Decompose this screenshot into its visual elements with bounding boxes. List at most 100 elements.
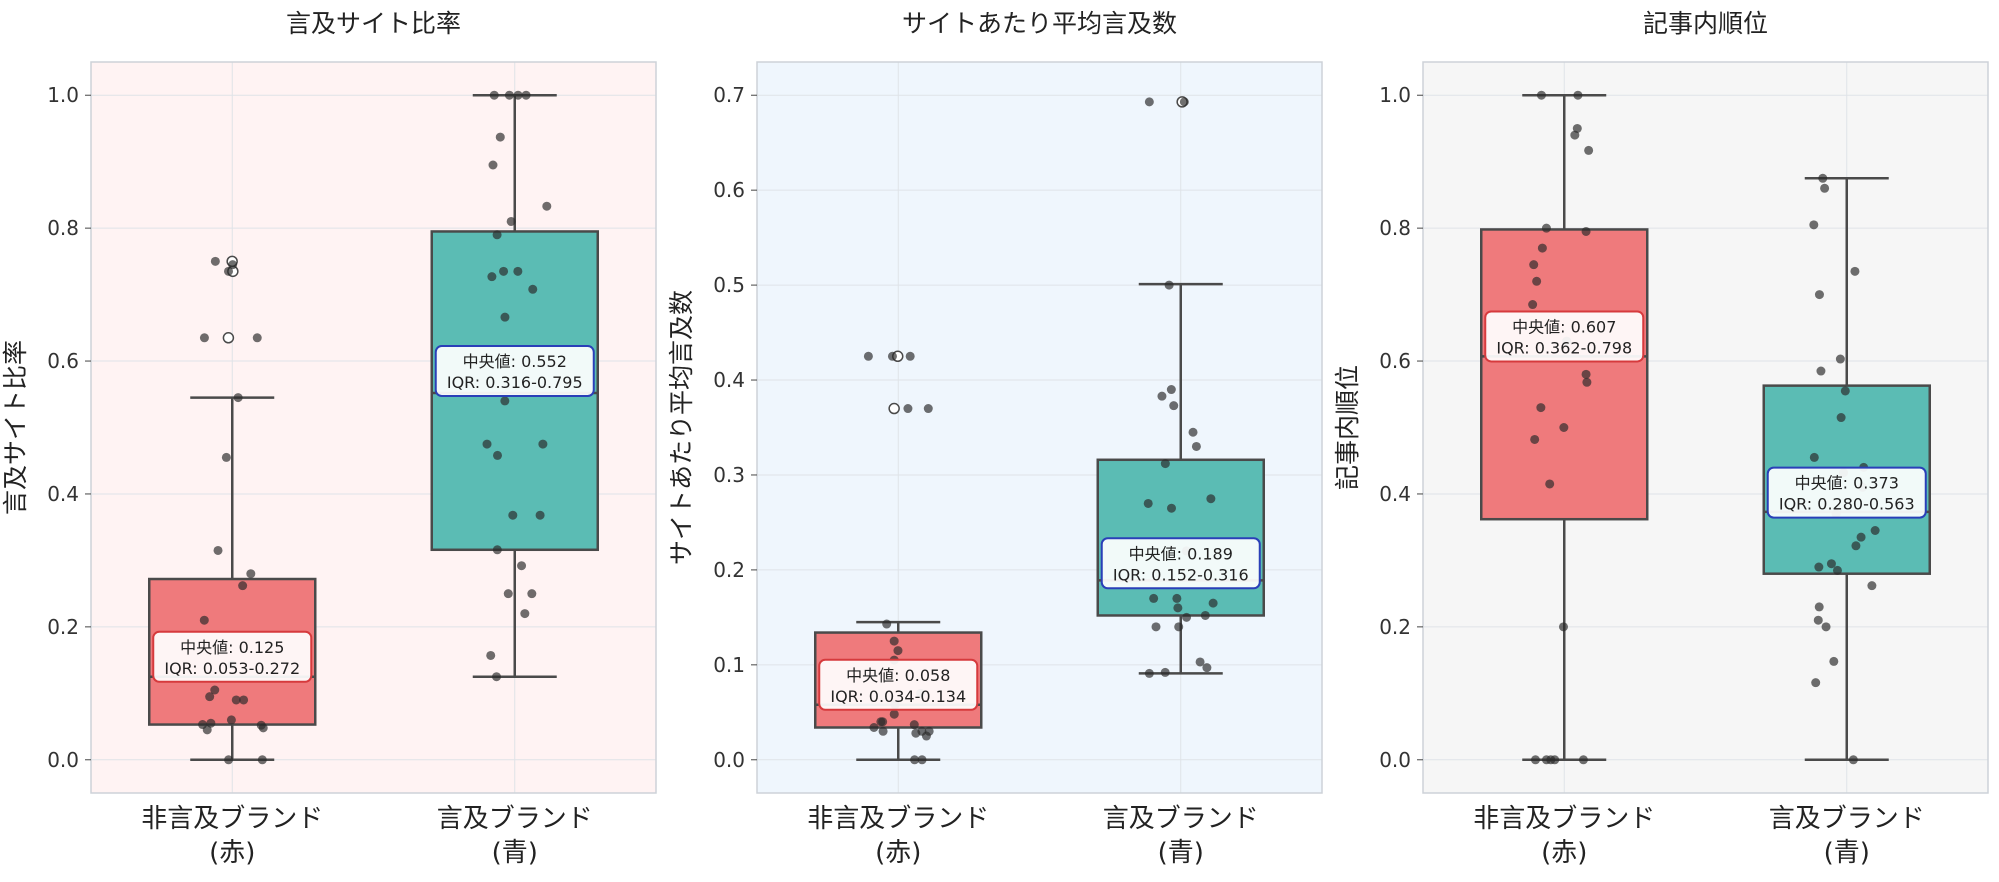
data-point: [538, 439, 548, 449]
data-point: [486, 650, 496, 660]
box-group: 中央値: 0.607 IQR: 0.362-0.798: [1480, 90, 1649, 765]
data-point: [1821, 622, 1831, 632]
data-point: [542, 201, 552, 211]
y-tick-label: 0.4: [713, 368, 745, 392]
data-point: [903, 404, 913, 414]
y-tick-label: 1.0: [1379, 83, 1411, 107]
y-tick-label: 0.0: [1379, 748, 1411, 772]
data-point: [1202, 663, 1212, 673]
data-point: [893, 646, 903, 656]
data-point: [1191, 441, 1201, 451]
y-tick-label: 0.2: [713, 558, 745, 582]
data-point: [921, 731, 931, 741]
data-point: [1848, 755, 1858, 765]
data-point: [1582, 377, 1592, 387]
data-point: [492, 672, 502, 682]
data-point: [521, 90, 531, 100]
data-point: [503, 589, 513, 599]
median-annotation-box: [1766, 466, 1927, 519]
data-point: [1581, 226, 1591, 236]
chart-panel-2: サイトあたり平均言及数 0.0 0.1 0.2 0.3 0.4 0.5 0.6 0.7 サイトあた…: [667, 9, 1323, 868]
data-point: [482, 439, 492, 449]
data-point: [238, 581, 248, 591]
data-point: [1584, 145, 1594, 155]
data-point: [917, 755, 927, 765]
data-point: [876, 717, 886, 727]
box-group: 中央値: 0.552 IQR: 0.316-0.795: [430, 90, 599, 682]
x-tick-label-sub: (赤): [1541, 838, 1587, 868]
data-point: [535, 510, 545, 520]
data-point: [1174, 622, 1184, 632]
data-point: [231, 695, 241, 705]
data-point: [1870, 526, 1880, 536]
data-point: [1149, 593, 1159, 603]
data-point: [500, 396, 510, 406]
y-tick-label: 0.4: [47, 482, 79, 506]
data-point: [887, 351, 897, 361]
data-point: [226, 715, 236, 725]
data-point: [1530, 434, 1540, 444]
data-point: [205, 692, 215, 702]
x-tick-label-sub: (赤): [209, 838, 255, 868]
chart-title: 記事内順位: [1643, 9, 1768, 38]
median-annotation-label: 中央値: 0.189: [1129, 544, 1233, 563]
data-point: [1200, 610, 1210, 620]
data-point: [1814, 290, 1824, 300]
data-point: [909, 720, 919, 730]
plot-frame: [1422, 61, 1989, 794]
data-point: [500, 312, 510, 322]
data-point: [258, 723, 268, 733]
data-point: [506, 216, 516, 226]
data-point: [1188, 427, 1198, 437]
chart-title: 言及サイト比率: [286, 9, 461, 38]
data-point: [1532, 276, 1542, 286]
data-point: [489, 90, 499, 100]
data-point: [882, 619, 892, 629]
data-point: [239, 695, 249, 705]
median-annotation-box: [434, 345, 595, 398]
data-point: [221, 452, 231, 462]
data-point: [1826, 559, 1836, 569]
x-tick-label: 言及ブランド: [1769, 804, 1925, 834]
data-point: [1541, 223, 1551, 233]
plot-frame: [90, 61, 657, 794]
data-point: [1528, 300, 1538, 310]
median-annotation-label: 中央値: 0.058: [846, 666, 950, 685]
y-tick-label: 0.2: [1379, 615, 1411, 639]
median-annotation-label: 中央値: 0.373: [1795, 474, 1899, 493]
data-point: [1867, 581, 1877, 591]
data-point: [1856, 532, 1866, 542]
data-point: [246, 569, 256, 579]
box-group: 中央値: 0.189 IQR: 0.152-0.316: [1096, 96, 1265, 678]
x-tick-label-sub: (青): [1158, 838, 1204, 868]
data-point: [1536, 90, 1546, 100]
iqr-annotation-label: IQR: 0.316-0.795: [447, 373, 583, 392]
data-point: [257, 755, 267, 765]
data-point: [1818, 173, 1828, 183]
data-point: [863, 351, 873, 361]
data-point: [1545, 479, 1555, 489]
data-point: [499, 266, 509, 276]
box-group: 中央値: 0.125 IQR: 0.053-0.272: [148, 255, 317, 765]
data-point: [1144, 668, 1154, 678]
data-point: [528, 284, 538, 294]
outlier-point: [888, 402, 900, 415]
data-point: [1529, 260, 1539, 270]
data-point: [1578, 755, 1588, 765]
data-point: [1832, 565, 1842, 575]
y-tick-label: 0.4: [1379, 482, 1411, 506]
data-point: [1814, 602, 1824, 612]
data-point: [1814, 562, 1824, 572]
data-point: [508, 510, 518, 520]
data-point: [923, 404, 933, 414]
iqr-annotation-label: IQR: 0.053-0.272: [164, 659, 300, 678]
data-point: [1172, 593, 1182, 603]
y-tick-label: 0.1: [713, 653, 745, 677]
chart-title: サイトあたり平均言及数: [902, 9, 1177, 38]
data-point: [1536, 403, 1546, 413]
x-tick-label: 非言及ブランド: [1473, 804, 1655, 834]
data-point: [1809, 220, 1819, 230]
